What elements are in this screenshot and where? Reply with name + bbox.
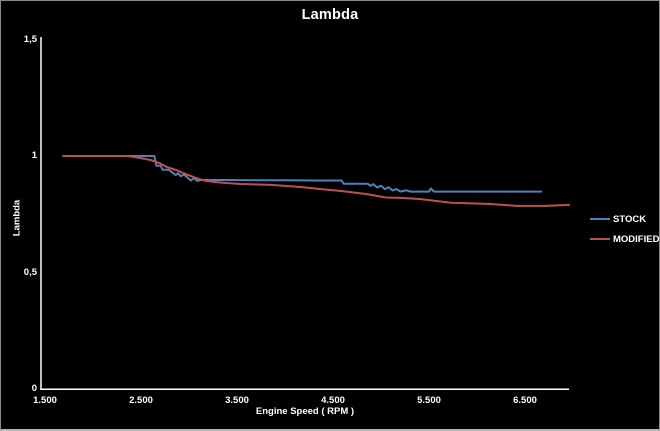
y-axis-title: Lambda [11,199,23,237]
legend-swatch-stock [590,218,610,220]
x-tick-label: 1.500 [33,395,57,406]
legend-item-stock: STOCK [590,213,659,225]
legend-item-modified: MODIFIED [590,233,659,245]
x-tick-label: 6.500 [513,395,537,406]
legend-label: MODIFIED [613,233,660,245]
series-line-modified [62,155,571,207]
y-tick-label: 0,5 [23,266,37,278]
x-tick-label: 3.500 [225,395,249,406]
y-tick-label: 1 [31,150,37,161]
x-tick-label: 4.500 [321,395,345,406]
series-line-stock [62,155,543,193]
chart-title: Lambda [301,7,359,23]
legend: STOCK MODIFIED [590,213,659,253]
y-tick-label: 1,5 [23,33,37,45]
x-tick-label: 2.500 [129,395,153,406]
x-axis-title: Engine Speed ( RPM ) [255,406,355,417]
legend-label: STOCK [613,213,647,225]
x-tick-label: 5.500 [417,395,441,406]
legend-swatch-modified [590,238,610,240]
y-tick-label: 0 [31,383,37,394]
